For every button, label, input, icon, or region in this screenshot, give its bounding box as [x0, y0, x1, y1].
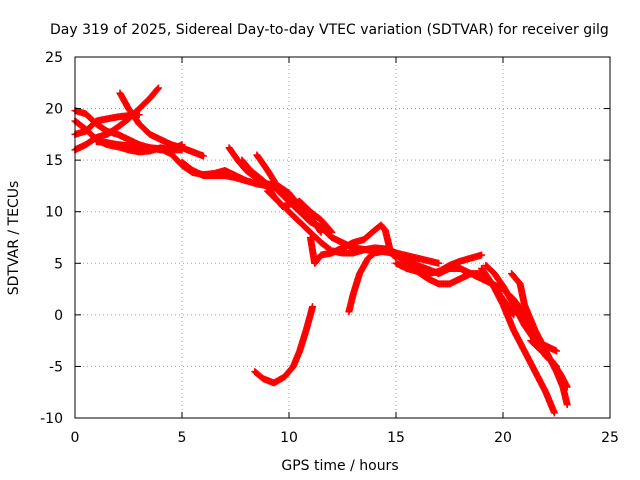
data-series: [251, 303, 317, 387]
y-axis: -10 -5 0 5 10 15 20 25: [40, 50, 610, 427]
x-tick-label: 10: [280, 430, 298, 446]
x-tick-label: 0: [71, 430, 80, 446]
plot-frame: [74, 56, 611, 419]
x-axis-title: GPS time / hours: [281, 458, 398, 474]
y-axis-title: SDTVAR / TECUs: [6, 181, 22, 296]
data-series: [306, 221, 400, 267]
data-series: [527, 337, 571, 391]
x-tick-label: 25: [601, 430, 619, 446]
data-point: [563, 383, 571, 391]
y-tick-label: -5: [49, 359, 63, 375]
y-tick-label: 15: [45, 153, 63, 169]
y-tick-label: 5: [54, 256, 63, 272]
y-tick-label: 25: [45, 50, 63, 66]
data-point: [553, 347, 560, 355]
y-tick-label: 20: [45, 102, 63, 118]
data-tracks: [71, 84, 571, 417]
grid: [75, 57, 610, 418]
x-tick-label: 5: [178, 430, 187, 446]
y-tick-label: -10: [40, 411, 63, 427]
chart-title: Day 319 of 2025, Sidereal Day-to-day VTE…: [50, 22, 609, 38]
y-tick-label: 10: [45, 205, 63, 221]
data-point: [563, 401, 571, 409]
data-point: [199, 152, 207, 160]
data-point: [435, 259, 443, 267]
x-tick-label: 15: [387, 430, 405, 446]
x-axis: 0 5 10 15 20 25: [71, 57, 619, 446]
data-point: [309, 303, 317, 311]
data-point: [154, 84, 162, 92]
data-point: [478, 251, 486, 259]
data-series: [116, 89, 207, 160]
x-tick-label: 20: [494, 430, 512, 446]
y-tick-label: 0: [54, 308, 63, 324]
data-point: [154, 85, 162, 93]
data-series: [478, 264, 558, 417]
data-point: [550, 409, 558, 417]
